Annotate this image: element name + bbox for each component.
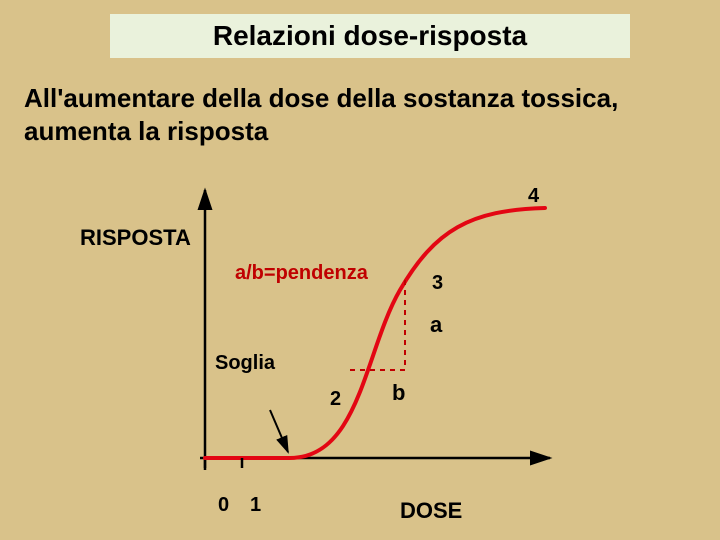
title-text: Relazioni dose-risposta: [213, 20, 527, 51]
x-axis-label: DOSE: [400, 498, 462, 524]
dose-response-chart: [190, 180, 560, 480]
label-1: 1: [250, 494, 261, 517]
title-box: Relazioni dose-risposta: [110, 14, 630, 58]
subtitle-text: All'aumentare della dose della sostanza …: [24, 82, 696, 147]
y-axis-label: RISPOSTA: [80, 225, 191, 251]
origin-label: 0: [218, 494, 229, 517]
